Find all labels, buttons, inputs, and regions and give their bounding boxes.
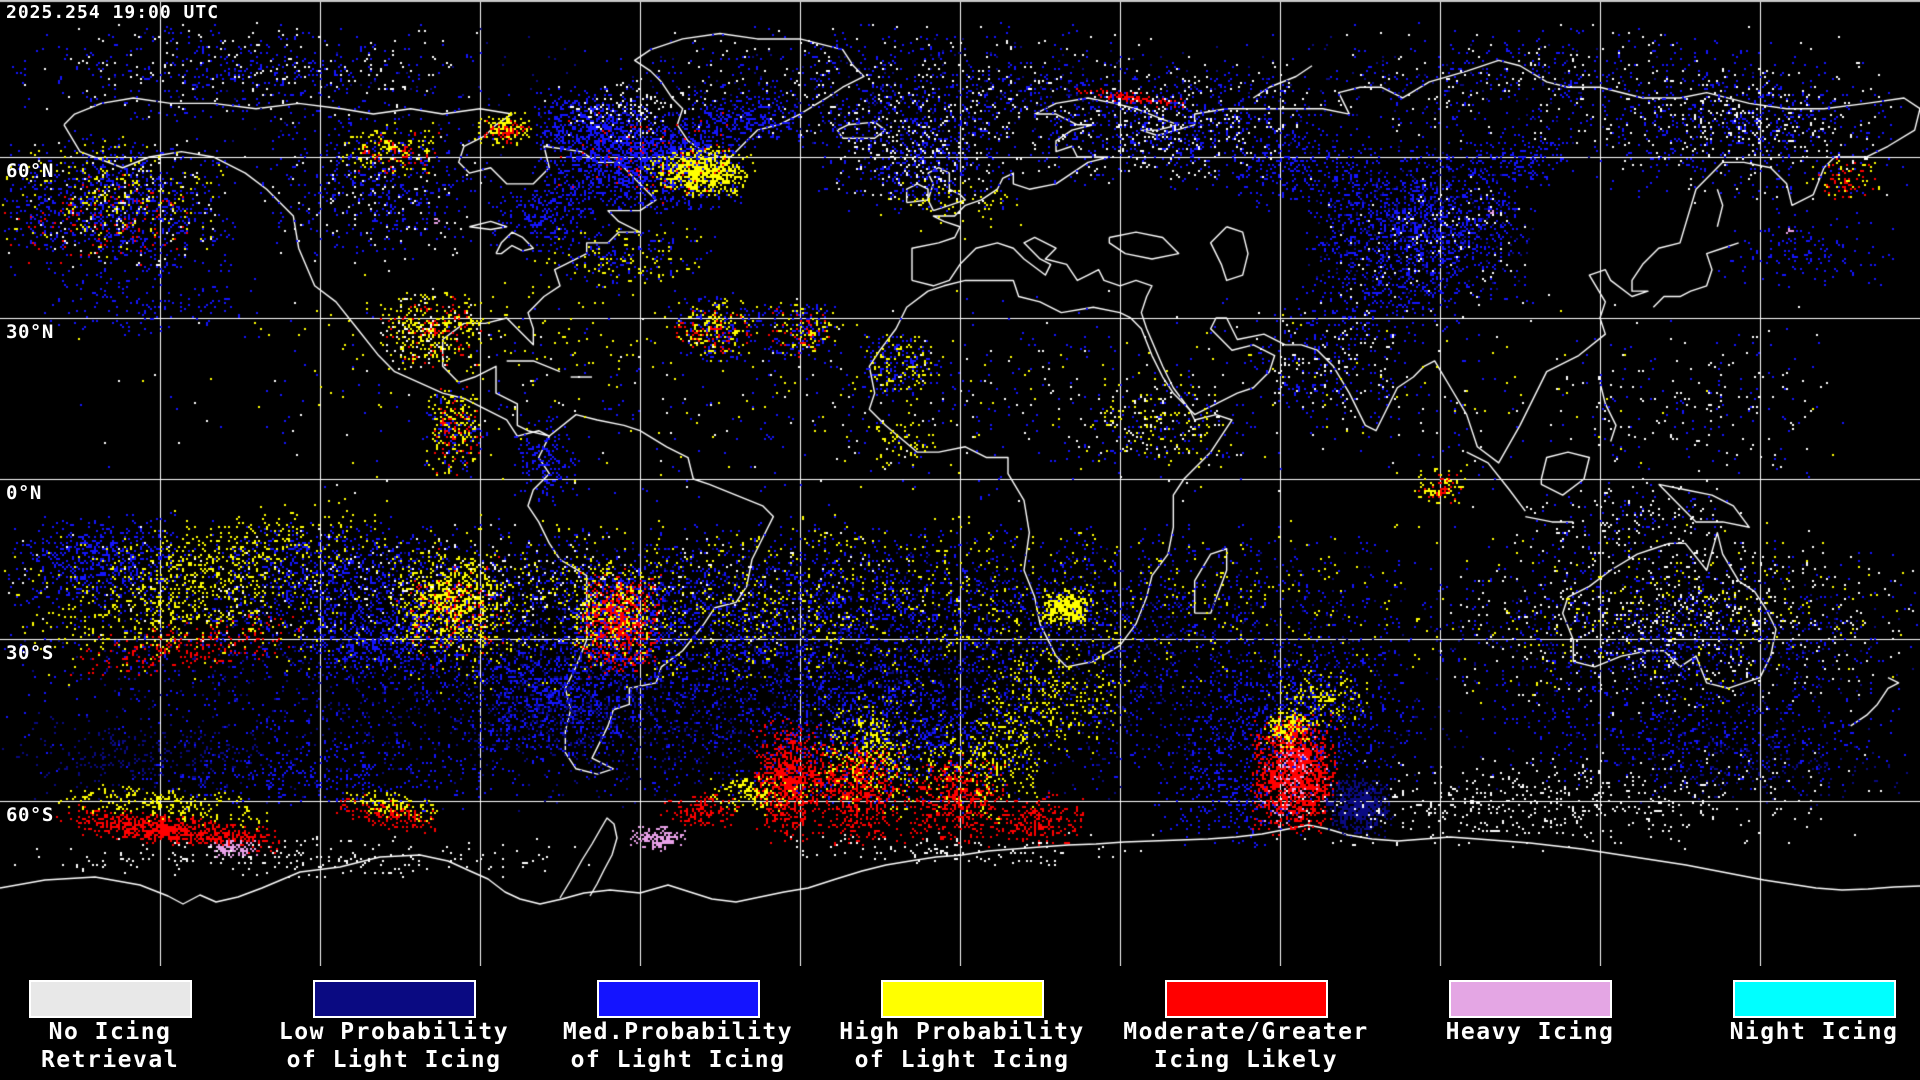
legend-label: Moderate/Greater — [1123, 1019, 1369, 1045]
legend-bar: No Icing Retrieval Low Probability of Li… — [0, 966, 1920, 1080]
legend-swatch-heavy-icing — [1448, 980, 1612, 1018]
latitude-label: 60°N — [6, 160, 54, 182]
latitude-label: 60°S — [6, 804, 54, 826]
legend-label: Heavy Icing — [1445, 1019, 1615, 1045]
legend-label: of Light Icing — [854, 1047, 1070, 1073]
legend-swatch-no-icing-retrieval — [28, 980, 192, 1018]
legend-label: Med.Probability — [562, 1019, 794, 1045]
legend-item-night-icing: Night Icing — [1634, 980, 1920, 1046]
legend-label: High Probability — [839, 1019, 1085, 1045]
legend-swatch-moderate-greater-icing — [1164, 980, 1328, 1018]
legend-item-low-prob-light-icing: Low Probability of Light Icing — [214, 980, 574, 1074]
latitude-label: 30°S — [6, 642, 54, 664]
legend-label: Retrieval — [40, 1047, 180, 1073]
legend-label: of Light Icing — [570, 1047, 786, 1073]
latitude-label: 0°N — [6, 482, 42, 504]
legend-item-med-prob-light-icing: Med.Probability of Light Icing — [498, 980, 858, 1074]
legend-label: Icing Likely — [1153, 1047, 1339, 1073]
legend-item-moderate-greater-icing: Moderate/Greater Icing Likely — [1066, 980, 1426, 1074]
legend-item-no-icing-retrieval: No Icing Retrieval — [0, 980, 290, 1074]
legend-swatch-high-prob-light-icing — [880, 980, 1044, 1018]
legend-label: No Icing — [48, 1019, 172, 1045]
legend-label: Low Probability — [278, 1019, 510, 1045]
legend-label: Night Icing — [1729, 1019, 1899, 1045]
world-icing-map: 2025.254 19:00 UTC 60°N 30°N 0°N 30°S 60°S — [0, 0, 1920, 966]
latitude-label: 30°N — [6, 321, 54, 343]
legend-swatch-med-prob-light-icing — [596, 980, 760, 1018]
legend-swatch-night-icing — [1732, 980, 1896, 1018]
icing-map-canvas — [0, 0, 1920, 966]
legend-item-heavy-icing: Heavy Icing — [1350, 980, 1710, 1046]
legend-label: of Light Icing — [286, 1047, 502, 1073]
timestamp-label: 2025.254 19:00 UTC — [6, 2, 220, 23]
legend-swatch-low-prob-light-icing — [312, 980, 476, 1018]
legend-item-high-prob-light-icing: High Probability of Light Icing — [782, 980, 1142, 1074]
